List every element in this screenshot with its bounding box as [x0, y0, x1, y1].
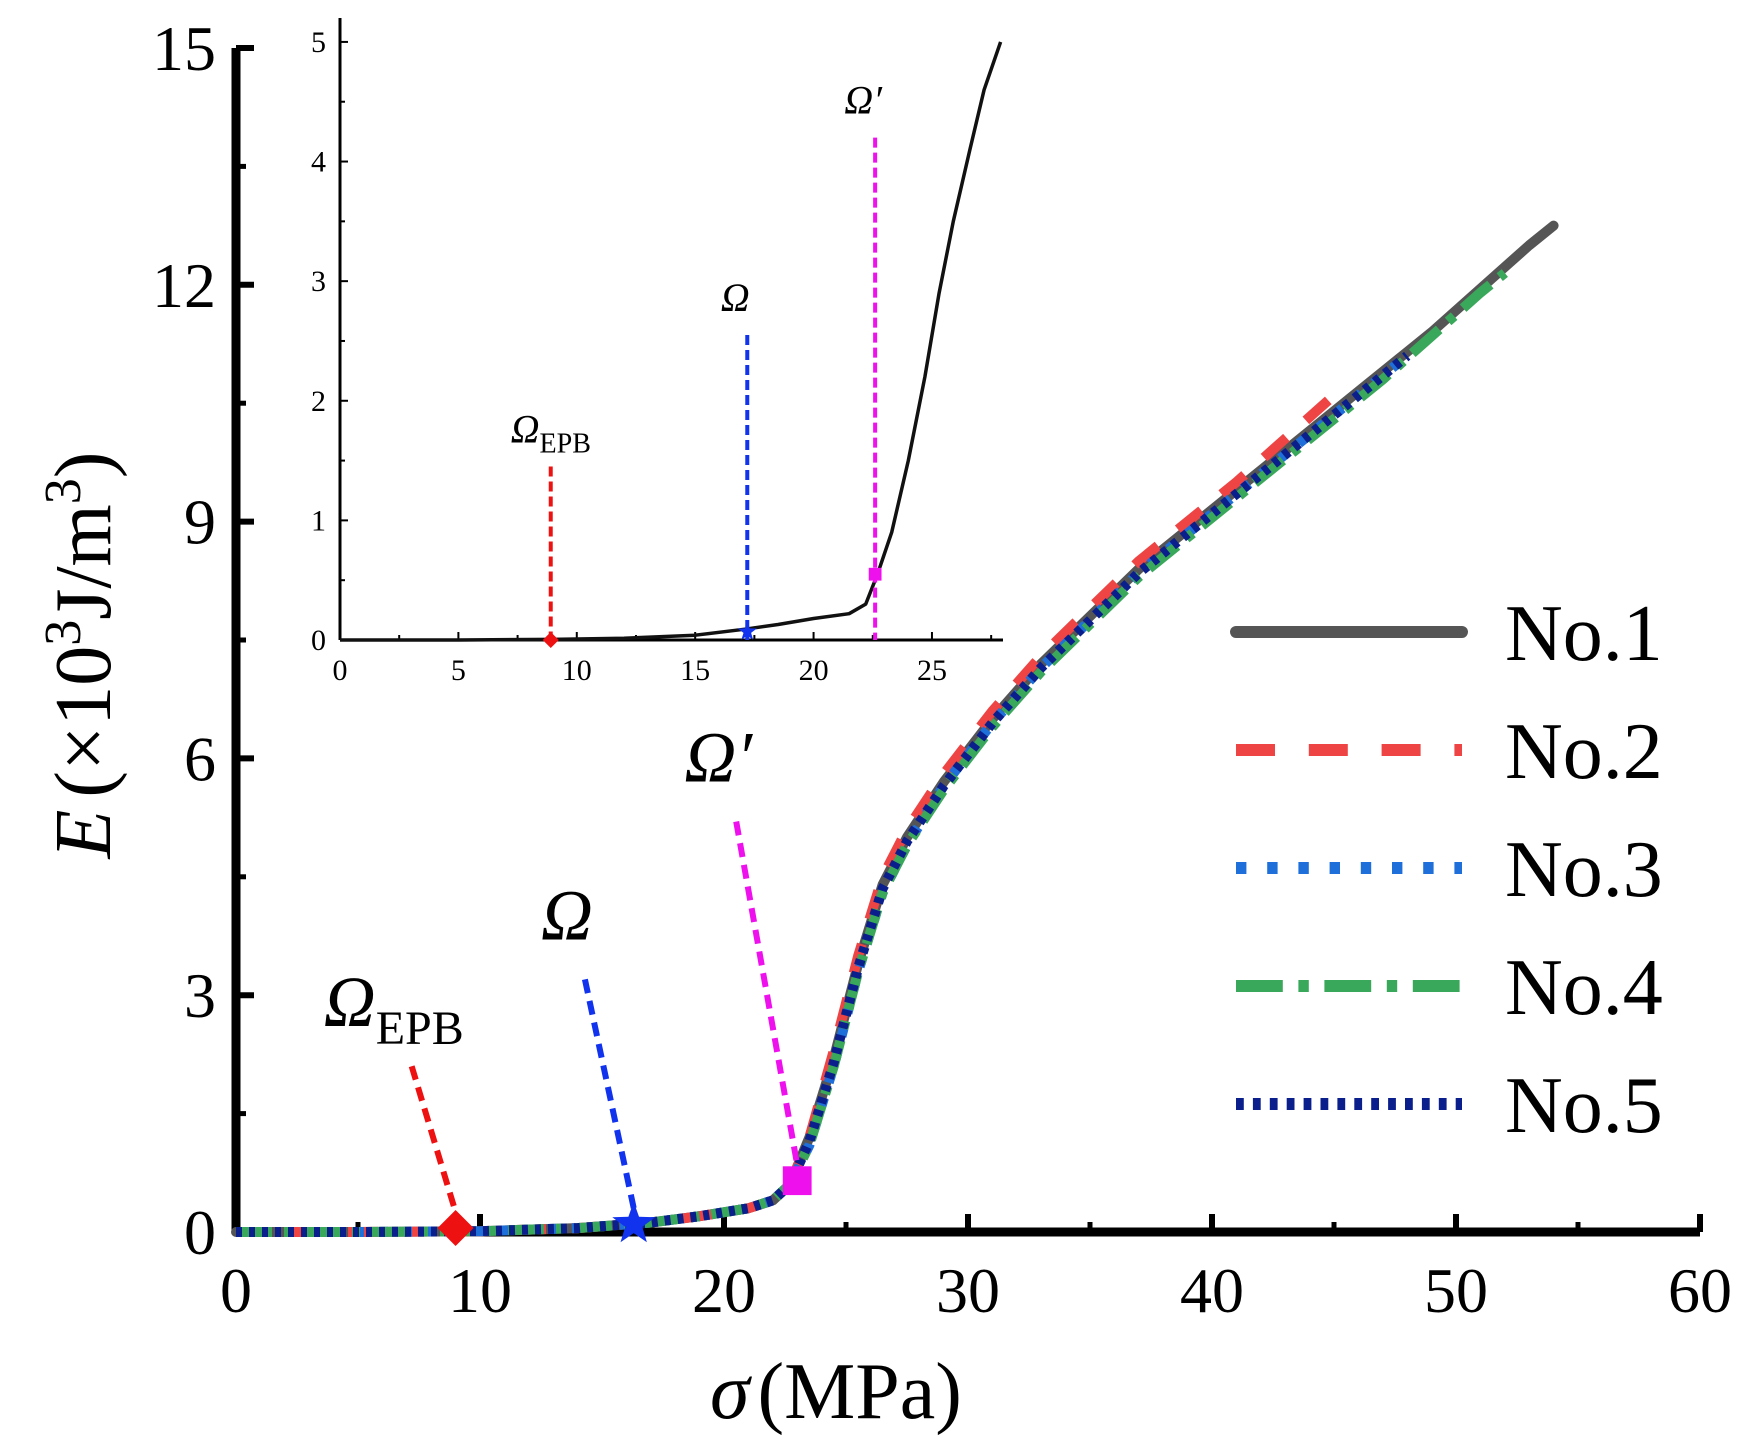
inset-series [340, 41, 1003, 642]
series-line-no1 [231, 220, 1559, 1237]
inset-y-tick-label: 2 [311, 385, 326, 418]
inset-marker-label: Ω [721, 275, 750, 320]
inset-marker-label-symbol: Ω′ [844, 78, 883, 123]
inset-marker-label: ΩEPB [511, 407, 591, 460]
marker-label: Ω′ [684, 718, 753, 798]
x-tick-label: 20 [692, 1255, 756, 1326]
leader-line [408, 1065, 459, 1213]
x-tick-label: 60 [1668, 1255, 1732, 1326]
inset-star-marker [737, 621, 757, 640]
y-axis-symbol: E [40, 810, 128, 860]
inset-x-tick-label: 20 [799, 654, 829, 687]
inset-y-tick-label: 0 [311, 624, 326, 657]
marker-label: ΩEPB [324, 962, 464, 1055]
legend-label-no2: No.2 [1505, 708, 1663, 796]
x-axis-symbol: σ [710, 1348, 752, 1436]
marker-label-symbol: Ω [324, 962, 376, 1042]
y-axis-title: E(×103J/m3) [35, 452, 128, 860]
y-axis-unit-b: J/m [40, 504, 128, 620]
leader-line [733, 821, 801, 1166]
main-diamond-marker [437, 1210, 474, 1247]
x-axis-title: σ (MPa) [710, 1348, 962, 1436]
y-tick-label: 3 [184, 960, 216, 1031]
legend-label-no3: No.3 [1505, 826, 1663, 914]
inset-x-tick-label: 10 [562, 654, 592, 687]
main-star-marker [612, 1201, 656, 1243]
main-y-ticks: 0 3 6 9 12 15 [152, 13, 254, 1268]
y-tick-label: 12 [152, 250, 216, 321]
inset-marker-label-sub: EPB [540, 429, 591, 460]
inset-diamond-marker [542, 632, 559, 648]
marker-label-sub: EPB [376, 1002, 464, 1055]
y-axis-unit-a: (×10 [40, 646, 128, 798]
y-tick-label: 6 [184, 723, 216, 794]
y-axis-sup-a: 3 [35, 620, 92, 646]
legend: No.1 No.2 No.3 No.4 No.5 [1230, 590, 1663, 1150]
x-tick-label: 10 [448, 1255, 512, 1326]
inset-x-ticks: 0 5 10 15 20 25 [333, 632, 993, 687]
main-x-ticks: 0 10 20 30 40 50 60 [220, 1214, 1732, 1326]
y-tick-label: 15 [152, 13, 216, 84]
x-tick-label: 50 [1424, 1255, 1488, 1326]
y-tick-label: 0 [184, 1197, 216, 1268]
marker-label-symbol: Ω [541, 875, 593, 955]
inset-x-tick-label: 25 [917, 654, 947, 687]
x-tick-label: 30 [936, 1255, 1000, 1326]
marker-label-symbol: Ω′ [684, 718, 753, 798]
inset-x-tick-label: 0 [333, 654, 348, 687]
x-tick-label: 0 [220, 1255, 252, 1326]
inset-curve [340, 41, 1003, 642]
x-tick-label: 40 [1180, 1255, 1244, 1326]
inset-y-tick-label: 1 [311, 504, 326, 537]
inset-square-marker [868, 567, 882, 581]
main-square-marker [782, 1166, 812, 1196]
inset-x-tick-label: 5 [451, 654, 466, 687]
y-tick-label: 9 [184, 487, 216, 558]
marker-label: Ω [541, 875, 593, 955]
inset-marker-label-symbol: Ω [511, 407, 540, 452]
inset-y-tick-label: 4 [311, 146, 326, 179]
x-axis-unit: (MPa) [757, 1348, 961, 1436]
inset-y-tick-label: 5 [311, 26, 326, 59]
inset-y-ticks: 0 1 2 3 4 5 [311, 26, 348, 657]
series-line-no5 [236, 351, 1411, 1237]
legend-label-no1: No.1 [1505, 590, 1663, 678]
legend-label-no5: No.5 [1505, 1062, 1663, 1150]
inset-marker-label: Ω′ [844, 78, 883, 123]
inset-x-tick-label: 15 [680, 654, 710, 687]
y-axis-sup-b: 3 [35, 478, 92, 504]
legend-label-no4: No.4 [1505, 944, 1663, 1032]
y-axis-unit-c: ) [40, 452, 128, 479]
main-series [231, 220, 1559, 1237]
inset-y-tick-label: 3 [311, 265, 326, 298]
inset-marker-label-symbol: Ω [721, 275, 750, 320]
leader-line [581, 978, 637, 1209]
